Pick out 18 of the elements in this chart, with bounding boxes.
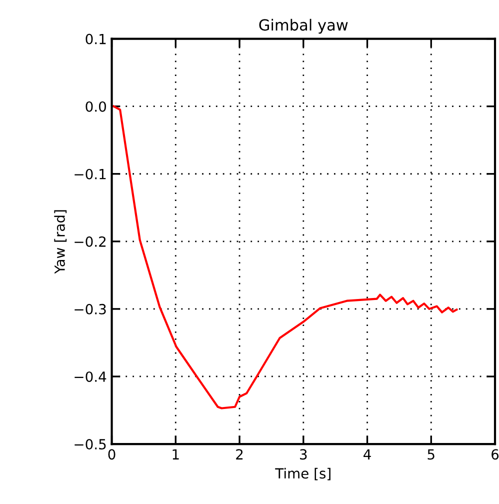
- x-tick-label: 2: [236, 449, 243, 460]
- x-axis-title: Time [s]: [275, 468, 330, 480]
- x-tick-label: 5: [428, 449, 434, 460]
- x-tick-label: 4: [364, 449, 371, 460]
- line-series: [112, 105, 458, 410]
- x-tick-label: 0: [108, 449, 116, 460]
- y-tick-label: −0.5: [74, 438, 106, 450]
- y-tick-label: −0.2: [74, 236, 106, 247]
- y-tick-label: −0.3: [74, 304, 106, 314]
- y-tick-label: −0.4: [74, 371, 106, 382]
- x-tick-label: 3: [300, 449, 307, 460]
- y-tick-label: −0.1: [74, 168, 106, 180]
- x-tick-label: 6: [492, 449, 499, 460]
- y-tick-label: 0.0: [86, 101, 106, 112]
- y-tick-label: 0.1: [86, 34, 106, 44]
- x-tick-label: 1: [172, 449, 179, 460]
- chart-title: Gimbal yaw: [259, 18, 348, 34]
- y-axis-title: Yaw [rad]: [54, 210, 67, 274]
